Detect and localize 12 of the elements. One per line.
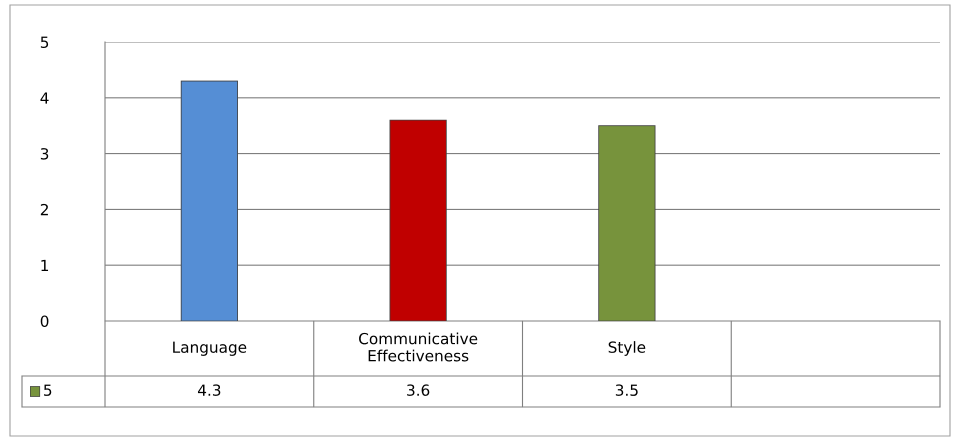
y-tick-label: 5	[40, 36, 48, 48]
y-tick-label: 2	[40, 204, 48, 216]
data-label: 3.5	[616, 384, 638, 396]
y-tick-label: 1	[41, 260, 48, 272]
y-tick-label: 4	[40, 92, 49, 104]
x-tick-label: Style	[608, 341, 646, 356]
x-tick-label: Language	[173, 342, 246, 356]
data-label: 3.6	[407, 384, 430, 396]
y-tick-label: 0	[40, 315, 48, 328]
x-tick-label: Communicative Effectiveness	[359, 332, 478, 362]
data-label: 4.3	[198, 384, 220, 396]
y-tick-label: 3	[40, 148, 48, 160]
